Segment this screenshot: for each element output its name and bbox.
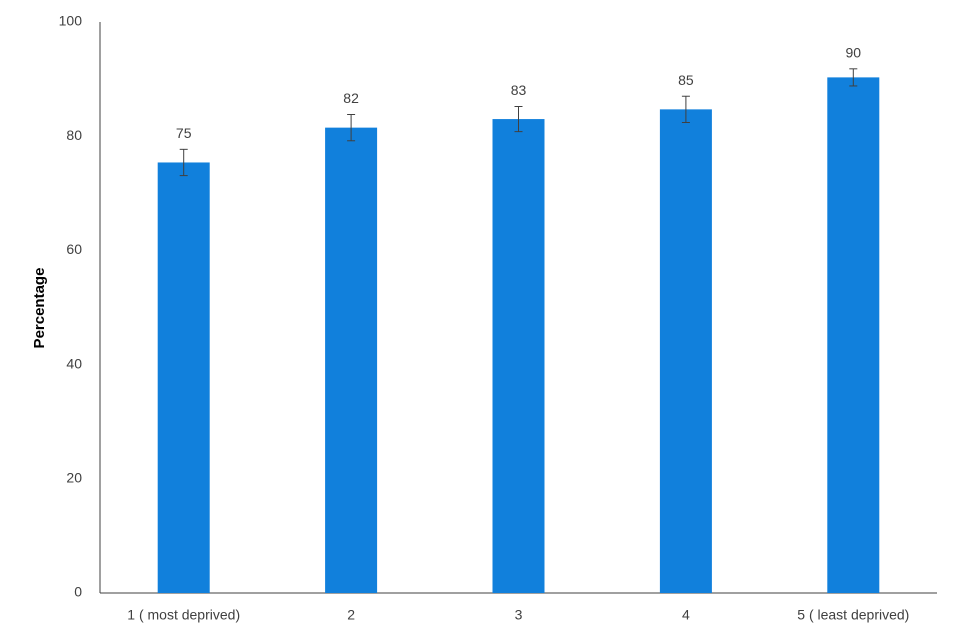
- bar: [157, 162, 210, 593]
- bar: [659, 109, 712, 593]
- bar: [827, 77, 880, 593]
- y-tick-label: 60: [66, 241, 82, 257]
- error-bar: [347, 114, 356, 142]
- x-tick-label: 1 ( most deprived): [127, 607, 240, 623]
- x-tick-label: 4: [682, 607, 690, 623]
- bar: [325, 127, 378, 593]
- error-bar: [849, 68, 858, 87]
- y-tick-label: 80: [66, 127, 82, 143]
- error-bar: [514, 106, 523, 133]
- data-label: 75: [176, 125, 192, 141]
- x-tick-label: 5 ( least deprived): [797, 607, 909, 623]
- data-label: 82: [343, 90, 359, 106]
- y-tick-label: 0: [74, 584, 82, 600]
- data-label: 85: [678, 72, 694, 88]
- x-tick-label: 2: [347, 607, 355, 623]
- y-axis-label: Percentage: [31, 268, 48, 349]
- data-label: 83: [511, 82, 527, 98]
- bar: [492, 119, 545, 593]
- data-label: 90: [846, 45, 862, 61]
- y-tick-label: 100: [59, 13, 83, 29]
- y-tick-label: 20: [66, 470, 82, 486]
- error-bar: [179, 148, 188, 177]
- x-tick-label: 3: [515, 607, 523, 623]
- y-tick-label: 40: [66, 355, 82, 371]
- error-bar: [681, 95, 690, 123]
